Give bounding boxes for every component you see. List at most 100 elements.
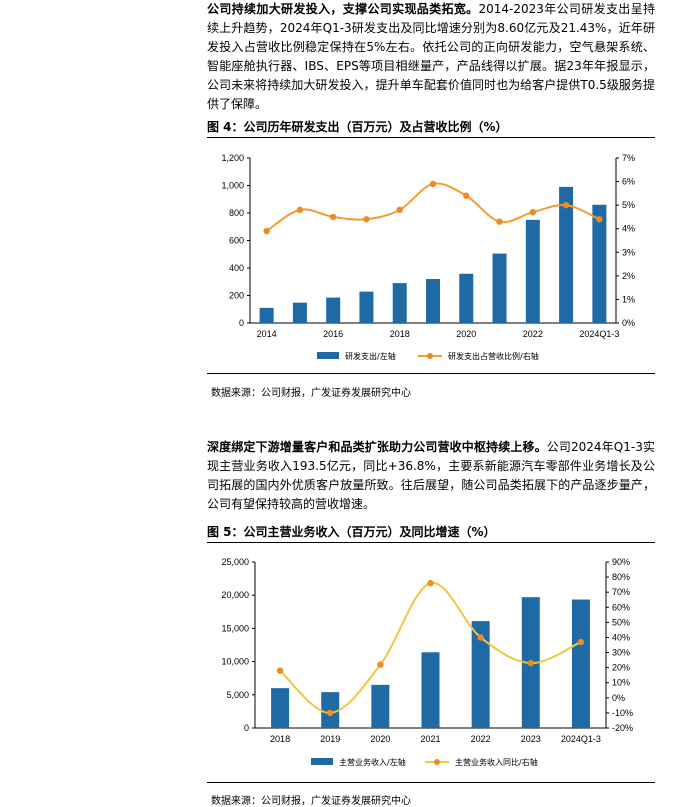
- line-point-2022: [477, 634, 484, 641]
- line-point-2023: [527, 659, 534, 667]
- left-tick-label: 200: [229, 291, 244, 301]
- line-point-2024Q1-3: [596, 216, 603, 223]
- line-point-2015: [296, 206, 304, 214]
- left-tick-label: 5,000: [226, 690, 249, 700]
- line-point-2018: [396, 206, 403, 214]
- line-point-2019: [429, 180, 437, 188]
- line-point-2016: [329, 213, 337, 221]
- line-point-2019: [327, 709, 334, 717]
- paragraph-1-lead: 公司持续加大研发投入，支撑公司实现品类拓宽。: [207, 2, 479, 16]
- bar-2016: [326, 297, 341, 323]
- left-tick-label: 0: [239, 318, 244, 328]
- legend-bar-label: 主营业务收入/左轴: [339, 757, 406, 767]
- x-tick-label: 2022: [523, 329, 543, 339]
- right-tick-label: 70%: [612, 587, 630, 597]
- x-tick-label: 2022: [471, 734, 491, 744]
- x-tick-label: 2016: [323, 329, 343, 339]
- line-point-2021: [496, 218, 503, 225]
- bar-2022: [471, 621, 490, 728]
- left-tick-label: 1,200: [221, 153, 244, 163]
- line-point-2020: [463, 192, 470, 199]
- legend-bar-label: 研发支出/左轴: [345, 351, 396, 361]
- right-tick-label: 0%: [612, 693, 625, 703]
- left-tick-label: 25,000: [221, 557, 249, 567]
- left-tick-label: 800: [229, 208, 244, 218]
- legend-bar-swatch: [311, 758, 333, 765]
- right-tick-label: -20%: [612, 723, 633, 733]
- paragraph-2-body: 公司2024年Q1-3实现主营业务收入193.5亿元，同比+36.8%，主要系新…: [207, 440, 655, 511]
- figure-1-source: 数据来源：公司财报，广发证券发展研究中心: [211, 388, 411, 399]
- left-tick-label: 400: [229, 263, 244, 273]
- x-tick-label: 2020: [456, 329, 476, 339]
- x-tick-label: 2023: [521, 734, 541, 744]
- left-tick-label: 600: [229, 236, 244, 246]
- bar-2020: [371, 684, 390, 728]
- bar-2023: [559, 186, 574, 323]
- right-tick-label: 6%: [622, 177, 635, 187]
- figure-2-title: 图 5：公司主营业务收入（百万元）及同比增速（%）: [207, 523, 655, 543]
- x-tick-label: 2014: [257, 329, 277, 339]
- right-tick-label: 60%: [612, 602, 630, 612]
- right-tick-label: 1%: [622, 294, 635, 304]
- legend-line-label: 研发支出占营收比例/右轴: [448, 351, 539, 361]
- legend-line-marker: [427, 353, 433, 359]
- line-point-2022: [529, 209, 537, 216]
- right-tick-label: 4%: [622, 224, 635, 234]
- left-tick-label: 15,000: [221, 623, 249, 633]
- line-point-2014: [263, 227, 270, 235]
- bar-2019: [426, 279, 440, 323]
- figure-2-divider: [207, 782, 655, 783]
- line-point-2020: [377, 661, 384, 668]
- left-tick-label: 10,000: [221, 657, 249, 667]
- paragraph-1: 公司持续加大研发投入，支撑公司实现品类拓宽。2014-2023年公司研发支出呈持…: [207, 0, 655, 114]
- right-tick-label: 0%: [622, 318, 635, 328]
- bar-2022: [525, 219, 540, 323]
- legend-line-marker: [434, 759, 440, 765]
- line-point-2023: [562, 201, 570, 209]
- figure-1-title: 图 4：公司历年研发支出（百万元）及占营收比例（%）: [207, 118, 655, 138]
- bar-2017: [359, 291, 374, 323]
- bar-2018: [392, 283, 407, 323]
- right-tick-label: 30%: [612, 648, 630, 658]
- x-tick-label: 2018: [270, 734, 290, 744]
- bar-2020: [459, 273, 474, 323]
- right-tick-label: 20%: [612, 663, 630, 673]
- right-tick-label: -10%: [612, 708, 633, 718]
- bar-2024Q1-3: [592, 204, 607, 323]
- x-tick-label: 2021: [420, 734, 440, 744]
- left-tick-label: 20,000: [221, 590, 249, 600]
- left-tick-label: 1,000: [221, 181, 244, 191]
- paragraph-2: 深度绑定下游增量客户和品类扩张助力公司营收中枢持续上移。公司2024年Q1-3实…: [207, 438, 655, 514]
- right-tick-label: 3%: [622, 247, 635, 257]
- line-point-2024Q1-3: [577, 638, 585, 646]
- line-point-2018: [276, 667, 284, 674]
- legend-bar-swatch: [317, 352, 339, 359]
- right-tick-label: 50%: [612, 617, 630, 627]
- line-point-2021: [427, 579, 434, 587]
- right-tick-label: 80%: [612, 572, 630, 582]
- figure-1-divider: [207, 373, 655, 374]
- right-tick-label: 2%: [622, 271, 635, 281]
- right-tick-label: 40%: [612, 632, 630, 642]
- figure-2-source: 数据来源：公司财报，广发证券发展研究中心: [211, 796, 411, 807]
- bar-2024Q1-3: [571, 599, 590, 728]
- left-tick-label: 0: [244, 723, 249, 733]
- paragraph-1-body: 2014-2023年公司研发支出呈持续上升趋势，2024年Q1-3研发支出及同比…: [207, 2, 655, 111]
- x-tick-label: 2024Q1-3: [579, 329, 619, 339]
- x-tick-label: 2019: [320, 734, 340, 744]
- paragraph-2-lead: 深度绑定下游增量客户和品类扩张助力公司营收中枢持续上移。: [207, 440, 547, 454]
- right-tick-label: 90%: [612, 557, 630, 567]
- right-tick-label: 10%: [612, 678, 630, 688]
- legend-line-label: 主营业务收入同比/右轴: [455, 757, 538, 767]
- bar-2021: [421, 652, 440, 728]
- line-point-2017: [363, 216, 370, 223]
- bar-2021: [492, 253, 507, 323]
- x-tick-label: 2018: [390, 329, 410, 339]
- bar-2014: [259, 307, 274, 323]
- x-tick-label: 2020: [370, 734, 390, 744]
- x-tick-label: 2024Q1-3: [561, 734, 601, 744]
- right-tick-label: 5%: [622, 200, 635, 210]
- bar-2018: [271, 688, 290, 728]
